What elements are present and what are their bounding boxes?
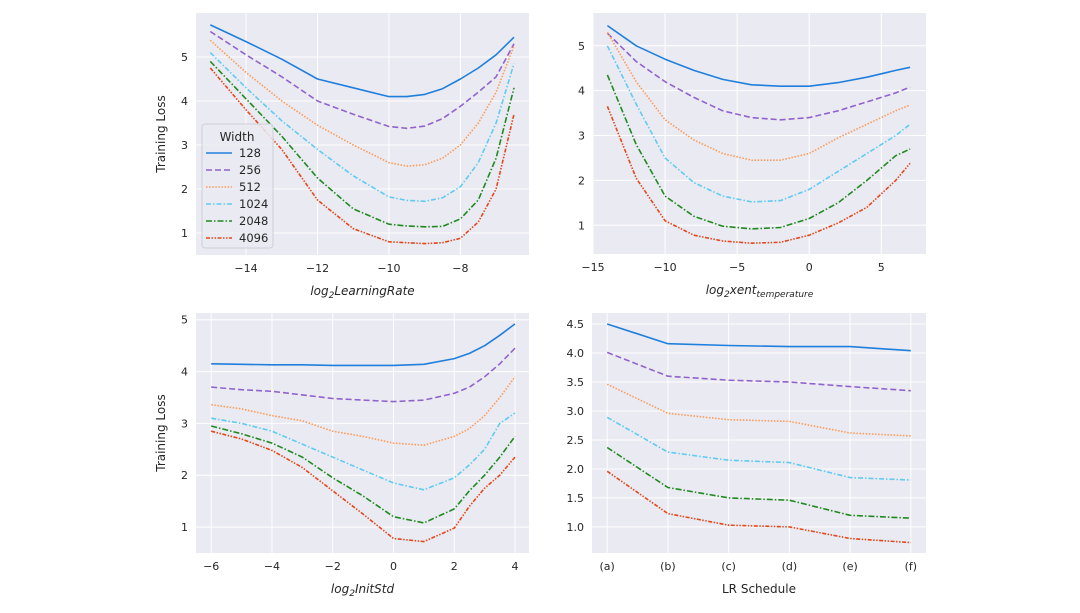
series-line-256 [606,32,911,121]
series-line-1024 [209,52,515,203]
y-axis-label: Training Loss [154,95,168,173]
y-tick-label: 4 [578,85,585,98]
series-line-512 [606,31,911,161]
y-tick-label: 4 [181,95,188,108]
y-tick-label: 3.5 [567,376,585,389]
series-line-2048 [211,425,516,524]
x-tick-label: 4 [512,560,519,573]
legend-label: 512 [239,180,261,194]
x-label-text: LR Schedule [722,582,796,596]
x-tick-label: −2 [325,560,341,573]
series-line-128 [211,323,516,367]
x-tick-label: −5 [729,261,745,274]
x-axis-label: log2xenttemperature [706,283,814,300]
legend: Width 128 256 512 1024 2048 4096 [201,123,274,249]
legend-title: Width [220,130,255,144]
y-tick-label: 2 [578,174,585,187]
y-tick-label: 3.0 [567,405,585,418]
x-tick-label: (e) [842,560,857,573]
x-tick-label: (c) [721,560,736,573]
x-tick-label: −6 [203,560,219,573]
series-line-128 [606,24,911,87]
x-tick-label: (b) [660,560,676,573]
x-tick-label: 0 [390,560,397,573]
y-tick-label: 4.5 [567,318,585,331]
y-axis-label: Training Loss [154,394,168,472]
series-line-512 [211,376,516,447]
x-tick-label: 2 [451,560,458,573]
x-tick-label: (a) [600,560,615,573]
x-axis-label: log2LearningRate [310,284,414,301]
y-tick-label: 1.5 [567,492,585,505]
x-label-text: LearningRate [334,284,414,298]
series-line-512 [209,39,515,167]
x-tick-label: 5 [878,261,885,274]
y-tick-label: 2 [181,183,188,196]
series-line-512 [606,383,911,437]
series-line-2048 [606,74,911,230]
x-tick-label: 0 [806,261,813,274]
x-tick-label: −12 [306,262,329,275]
x-axis-label: LR Schedule [722,582,796,596]
y-tick-label: 2.5 [567,434,585,447]
y-tick-label: 4.0 [567,347,585,360]
series-line-256 [606,351,911,392]
subplot-1: −14 −12 −10 −812345log2LearningRateTraining… [154,13,529,301]
y-tick-label: 2.0 [567,463,585,476]
y-tick-label: 5 [181,314,188,327]
series-line-256 [209,30,515,130]
y-tick-label: 3 [181,417,188,430]
x-label-subscript: 2 [349,589,355,599]
y-tick-label: 3 [181,139,188,152]
subplot-4: (a) (b) (c) (d) (e) (f) 1.0 1.5 2.0 2.5 3.0 3.5 4.0 4… [567,313,926,596]
legend-label: 2048 [239,214,268,228]
x-label-text: log [310,284,329,298]
legend-label: 1024 [239,197,268,211]
series-line-128 [209,24,515,98]
plot-area [593,13,926,254]
series-line-2048 [606,446,911,519]
x-tick-label: −14 [234,262,257,275]
y-tick-label: 5 [578,40,585,53]
x-label-text: log [706,283,725,297]
x-label-text: log [331,582,350,596]
x-tick-label: −8 [452,262,468,275]
y-tick-label: 3 [578,130,585,143]
y-tick-label: 1 [578,219,585,232]
legend-label: 256 [239,163,261,177]
series-line-2048 [209,60,515,228]
x-label-text: InitStd [355,582,395,596]
x-axis-label: log2InitStd [331,582,395,599]
legend-box [201,123,274,249]
x-tick-label: −10 [653,261,676,274]
y-tick-label: 1 [181,227,188,240]
x-tick-label: −10 [377,262,400,275]
y-tick-label: 2 [181,469,188,482]
x-label-subscript: 2 [724,290,730,300]
legend-label: 4096 [239,231,268,245]
x-tick-label: (d) [782,560,798,573]
x-tick-label: (f) [905,560,917,573]
series-line-4096 [606,106,911,244]
x-label-text: xent [729,283,758,297]
series-line-256 [211,347,516,403]
y-tick-label: 1.0 [567,521,585,534]
x-label-subscript: 2 [329,291,335,301]
y-tick-label: 5 [181,51,188,64]
series-line-1024 [606,45,911,203]
legend-label: 128 [239,146,261,160]
y-tick-label: 4 [181,366,188,379]
x-tick-label: −15 [581,261,604,274]
x-label-subscript: temperature [757,290,814,300]
y-tick-label: 1 [181,521,188,534]
series-line-128 [606,323,911,352]
x-tick-label: −4 [264,560,280,573]
series-line-1024 [606,416,911,481]
series-line-4096 [211,430,516,543]
